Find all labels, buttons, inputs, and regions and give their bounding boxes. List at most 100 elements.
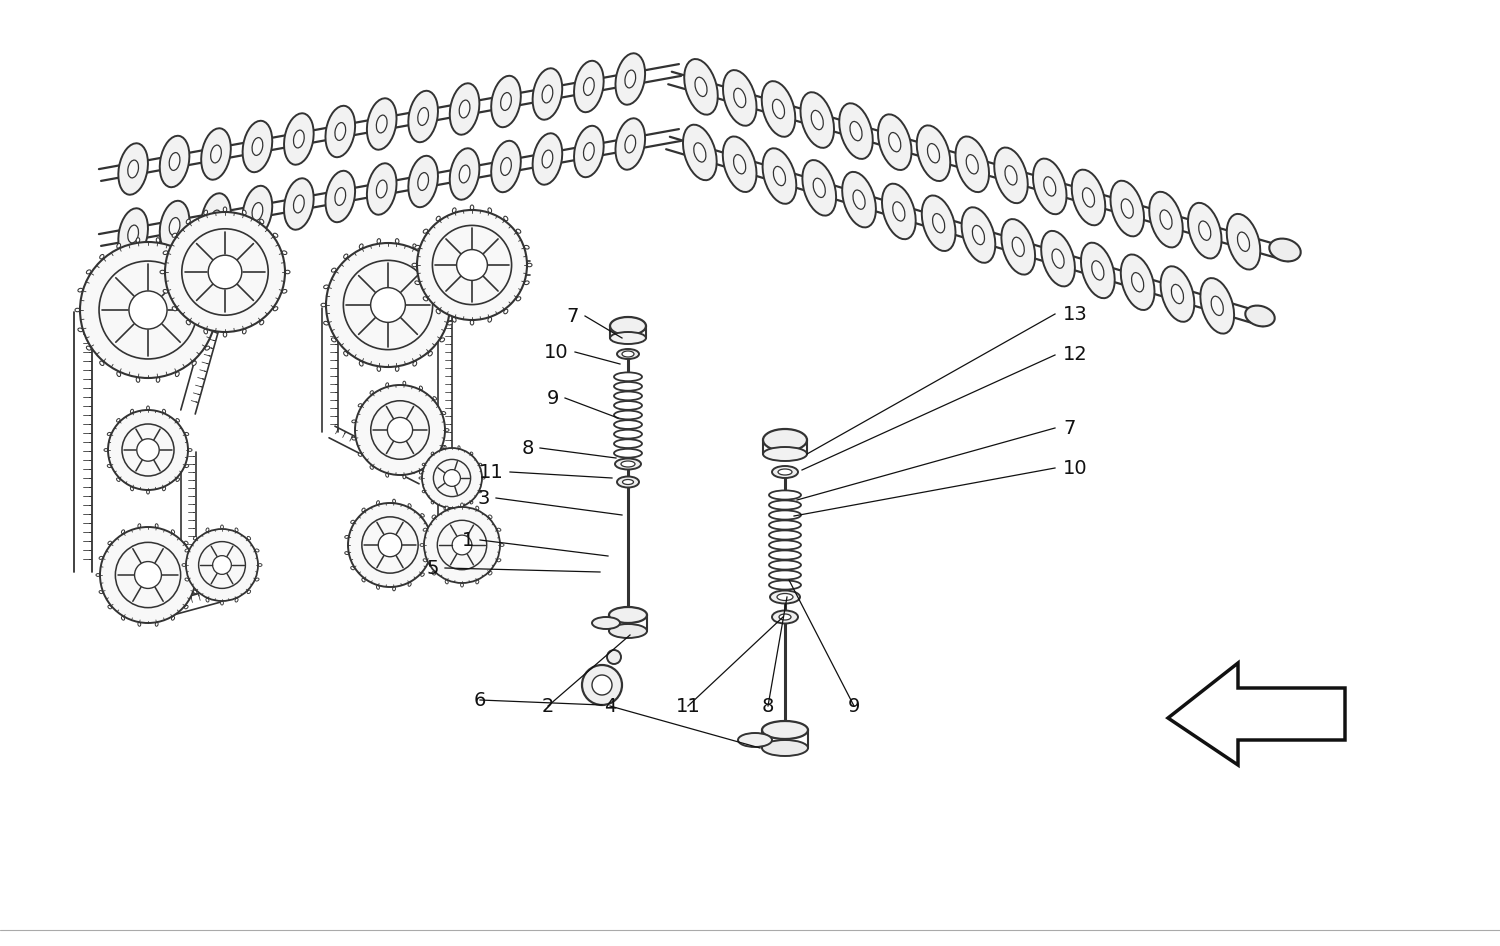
Ellipse shape bbox=[478, 491, 482, 493]
Ellipse shape bbox=[78, 289, 82, 292]
Ellipse shape bbox=[524, 245, 530, 249]
Circle shape bbox=[344, 260, 432, 350]
Ellipse shape bbox=[622, 351, 634, 357]
Ellipse shape bbox=[770, 560, 801, 569]
Ellipse shape bbox=[1210, 296, 1224, 315]
Ellipse shape bbox=[376, 115, 387, 132]
Ellipse shape bbox=[273, 307, 278, 311]
Ellipse shape bbox=[615, 459, 640, 469]
Ellipse shape bbox=[1200, 278, 1234, 334]
Ellipse shape bbox=[609, 607, 646, 623]
Ellipse shape bbox=[345, 535, 348, 538]
Ellipse shape bbox=[772, 466, 798, 478]
Circle shape bbox=[456, 250, 488, 280]
Ellipse shape bbox=[427, 352, 432, 356]
Ellipse shape bbox=[138, 524, 141, 528]
Ellipse shape bbox=[762, 721, 808, 739]
Ellipse shape bbox=[351, 567, 354, 569]
Ellipse shape bbox=[99, 361, 104, 365]
Ellipse shape bbox=[376, 238, 381, 244]
Ellipse shape bbox=[610, 332, 646, 344]
Ellipse shape bbox=[458, 507, 460, 510]
Ellipse shape bbox=[842, 172, 876, 227]
Ellipse shape bbox=[1002, 219, 1035, 274]
Ellipse shape bbox=[260, 219, 264, 223]
Ellipse shape bbox=[206, 528, 209, 532]
Ellipse shape bbox=[326, 171, 356, 222]
Ellipse shape bbox=[615, 53, 645, 105]
Circle shape bbox=[108, 410, 188, 490]
Ellipse shape bbox=[853, 190, 865, 209]
Ellipse shape bbox=[622, 480, 633, 484]
Ellipse shape bbox=[476, 580, 478, 584]
Circle shape bbox=[326, 243, 450, 367]
Circle shape bbox=[122, 424, 174, 476]
Ellipse shape bbox=[184, 541, 188, 545]
Ellipse shape bbox=[184, 605, 188, 609]
Ellipse shape bbox=[1198, 221, 1210, 240]
Circle shape bbox=[356, 385, 446, 475]
Circle shape bbox=[370, 288, 405, 323]
Ellipse shape bbox=[682, 125, 717, 180]
Ellipse shape bbox=[236, 528, 238, 532]
Circle shape bbox=[186, 529, 258, 601]
Ellipse shape bbox=[488, 208, 492, 213]
Ellipse shape bbox=[386, 383, 388, 387]
Ellipse shape bbox=[972, 225, 984, 245]
Ellipse shape bbox=[396, 238, 399, 244]
Ellipse shape bbox=[616, 349, 639, 359]
Ellipse shape bbox=[446, 429, 448, 431]
Ellipse shape bbox=[694, 143, 706, 162]
Ellipse shape bbox=[87, 270, 92, 274]
Ellipse shape bbox=[204, 210, 207, 215]
Text: 13: 13 bbox=[1064, 305, 1088, 324]
Text: 9: 9 bbox=[546, 389, 560, 408]
Circle shape bbox=[129, 291, 166, 329]
Ellipse shape bbox=[176, 418, 180, 422]
Circle shape bbox=[116, 542, 180, 607]
Ellipse shape bbox=[156, 237, 160, 243]
Ellipse shape bbox=[504, 309, 509, 314]
Ellipse shape bbox=[284, 178, 314, 230]
Ellipse shape bbox=[220, 601, 224, 605]
Ellipse shape bbox=[324, 322, 328, 325]
Ellipse shape bbox=[344, 254, 348, 258]
Ellipse shape bbox=[614, 411, 642, 419]
Ellipse shape bbox=[171, 530, 174, 534]
Ellipse shape bbox=[802, 160, 836, 216]
Ellipse shape bbox=[770, 540, 801, 550]
Ellipse shape bbox=[128, 160, 138, 178]
Ellipse shape bbox=[376, 180, 387, 198]
Ellipse shape bbox=[393, 587, 396, 591]
Ellipse shape bbox=[446, 506, 448, 510]
Text: 9: 9 bbox=[847, 696, 859, 715]
Ellipse shape bbox=[252, 137, 262, 155]
Ellipse shape bbox=[419, 108, 429, 126]
Text: 10: 10 bbox=[1064, 459, 1088, 478]
Ellipse shape bbox=[194, 536, 196, 540]
Ellipse shape bbox=[273, 234, 278, 237]
Ellipse shape bbox=[220, 525, 224, 529]
Ellipse shape bbox=[413, 361, 417, 366]
Ellipse shape bbox=[770, 520, 801, 530]
Circle shape bbox=[422, 448, 482, 508]
Circle shape bbox=[348, 503, 432, 587]
Circle shape bbox=[209, 255, 242, 289]
Ellipse shape bbox=[471, 501, 472, 504]
Ellipse shape bbox=[192, 254, 196, 259]
Ellipse shape bbox=[96, 573, 100, 576]
Ellipse shape bbox=[500, 544, 504, 547]
Ellipse shape bbox=[243, 121, 272, 172]
Ellipse shape bbox=[1131, 272, 1143, 292]
Ellipse shape bbox=[206, 346, 210, 350]
Ellipse shape bbox=[429, 528, 433, 531]
Circle shape bbox=[99, 261, 196, 359]
Ellipse shape bbox=[762, 740, 808, 756]
Ellipse shape bbox=[213, 328, 217, 332]
Ellipse shape bbox=[206, 598, 209, 602]
Ellipse shape bbox=[962, 207, 996, 263]
Ellipse shape bbox=[878, 114, 912, 170]
Circle shape bbox=[136, 439, 159, 462]
Ellipse shape bbox=[408, 583, 411, 587]
Ellipse shape bbox=[345, 552, 348, 554]
